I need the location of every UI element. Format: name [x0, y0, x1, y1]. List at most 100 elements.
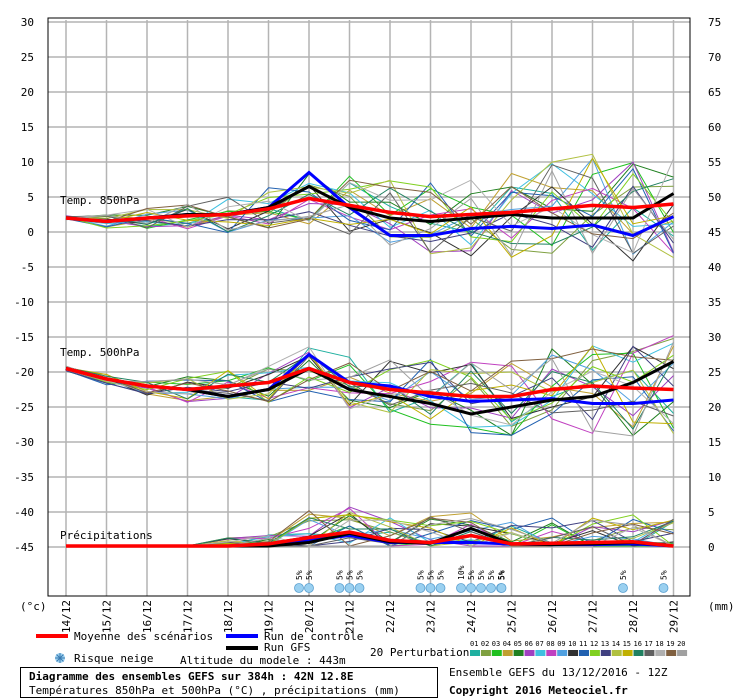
- left-tick-label: 10: [21, 156, 34, 169]
- date-tick-label: 29/12: [668, 600, 681, 633]
- perturbation-legend-number: 20: [677, 640, 685, 648]
- perturbation-legend-swatch: [589, 650, 600, 656]
- right-tick-label: 30: [708, 331, 721, 344]
- perturbation-t850-line: [65, 184, 674, 254]
- legend: Moyenne des scénarios Run de contrôle Ru…: [36, 630, 688, 697]
- perturbation-legend-swatch: [470, 650, 480, 656]
- date-tick-label: 21/12: [344, 600, 357, 633]
- date-tick-label: 14/12: [60, 600, 73, 633]
- left-tick-label: -35: [14, 471, 34, 484]
- perturbation-legend-number: 18: [655, 640, 663, 648]
- snow-risk-icon: [415, 583, 426, 593]
- grid: [48, 20, 690, 596]
- date-tick-label: 27/12: [587, 600, 600, 633]
- right-tick-label: 25: [708, 366, 721, 379]
- perturbation-legend-number: 14: [612, 640, 620, 648]
- date-tick-label: 17/12: [182, 600, 195, 633]
- perturbation-legend-swatch: [568, 650, 579, 656]
- snow-risk-icon: [658, 583, 669, 593]
- perturbations-label: 20 Perturbations: [370, 646, 476, 659]
- snow-risk-icon: [425, 583, 436, 593]
- perturbation-legend-number: 06: [525, 640, 533, 648]
- perturbation-legend-swatch: [502, 650, 513, 656]
- perturbation-legend-number: 12: [590, 640, 598, 648]
- snow-risk-icon: [344, 583, 355, 593]
- snow-risk-pct: 5%: [660, 570, 669, 580]
- perturbation-t850-line: [65, 153, 674, 259]
- date-tick-label: 23/12: [425, 600, 438, 633]
- left-tick-label: -5: [21, 261, 34, 274]
- perturbation-legend-number: 08: [546, 640, 554, 648]
- right-tick-label: 20: [708, 401, 721, 414]
- perturbation-legend-number: 03: [492, 640, 500, 648]
- perturbation-legend-number: 09: [557, 640, 565, 648]
- perturbation-t850-line: [65, 169, 674, 257]
- plot-area: [48, 20, 690, 596]
- date-tick-label: 19/12: [263, 600, 276, 633]
- section-labels: Temp. 850hPa Temp. 500hPa Précipitations: [60, 194, 153, 542]
- mean-t500-line: [65, 366, 674, 399]
- right-tick-label: 45: [708, 226, 721, 239]
- label-precip: Précipitations: [60, 529, 153, 542]
- legend-control-label: Run de contrôle: [264, 630, 363, 643]
- snow-risk-icon: [334, 583, 345, 593]
- perturbation-legend: 01 02 03 04 05 06 07 08 09 10 11 12 13 14 15 16 17 18 19 20: [470, 640, 688, 656]
- snow-risk-pct: 5%: [346, 570, 355, 580]
- perturbation-legend-swatch: [557, 650, 568, 656]
- snow-risk-icon: [476, 583, 486, 593]
- perturbation-legend-swatch: [611, 650, 622, 656]
- snow-risk-pct: 5%: [427, 570, 436, 580]
- legend-mean-label: Moyenne des scénarios: [74, 630, 213, 643]
- right-tick-label: 10: [708, 471, 721, 484]
- left-tick-label: -30: [14, 436, 34, 449]
- right-tick-label: 5: [708, 506, 715, 519]
- left-tick-label: -15: [14, 331, 34, 344]
- copyright: Copyright 2016 Meteociel.fr: [449, 684, 628, 697]
- chart-title-box: Diagramme des ensembles GEFS sur 384h : …: [20, 667, 438, 698]
- snow-risk-pct: 5%: [619, 570, 628, 580]
- perturbation-t500-line: [65, 341, 674, 437]
- perturbation-legend-number: 10: [568, 640, 576, 648]
- snow-risk-icon: [435, 583, 446, 593]
- right-unit: (mm): [708, 600, 735, 613]
- snow-risk-pct: 5%: [295, 570, 304, 580]
- perturbation-t500-line: [65, 354, 674, 421]
- perturbation-legend-swatch: [677, 650, 688, 656]
- left-tick-label: -45: [14, 541, 34, 554]
- perturbation-legend-swatch: [655, 650, 666, 656]
- perturbation-legend-number: 13: [601, 640, 609, 648]
- date-tick-label: 28/12: [627, 600, 640, 633]
- perturbation-legend-number: 11: [579, 640, 587, 648]
- date-tick-label: 25/12: [506, 600, 519, 633]
- snow-risk-icon: [294, 583, 304, 593]
- snow-risk-pct: 5%: [487, 570, 496, 580]
- legend-gfs-label: Run GFS: [264, 641, 310, 654]
- snow-risk-pct: 5%: [467, 570, 476, 580]
- right-tick-label: 15: [708, 436, 721, 449]
- perturbation-legend-number: 07: [535, 640, 543, 648]
- left-unit: (°c): [20, 600, 47, 613]
- snow-risk-pct: 5%: [437, 570, 446, 580]
- left-tick-label: 30: [21, 16, 34, 29]
- ensemble-info: Ensemble GEFS du 13/12/2016 - 12Z: [449, 666, 668, 679]
- right-tick-label: 70: [708, 51, 721, 64]
- right-tick-label: 75: [708, 16, 721, 29]
- left-tick-label: 25: [21, 51, 34, 64]
- perturbation-legend-number: 01: [470, 640, 478, 648]
- left-tick-label: 0: [27, 226, 34, 239]
- label-t850: Temp. 850hPa: [60, 194, 139, 207]
- perturbation-legend-swatch: [513, 650, 524, 656]
- label-t500: Temp. 500hPa: [60, 346, 139, 359]
- date-tick-label: 24/12: [465, 600, 478, 633]
- left-tick-label: -10: [14, 296, 34, 309]
- perturbation-legend-number: 05: [514, 640, 522, 648]
- left-tick-label: 20: [21, 86, 34, 99]
- perturbation-t500-line: [65, 345, 674, 425]
- date-tick-label: 16/12: [141, 600, 154, 633]
- left-tick-label: 15: [21, 121, 34, 134]
- snow-risk-pct: 5%: [498, 570, 507, 580]
- snow-risk-pct: 5%: [336, 570, 345, 580]
- perturbation-t850-line: [65, 157, 674, 255]
- perturbation-legend-number: 04: [503, 640, 511, 648]
